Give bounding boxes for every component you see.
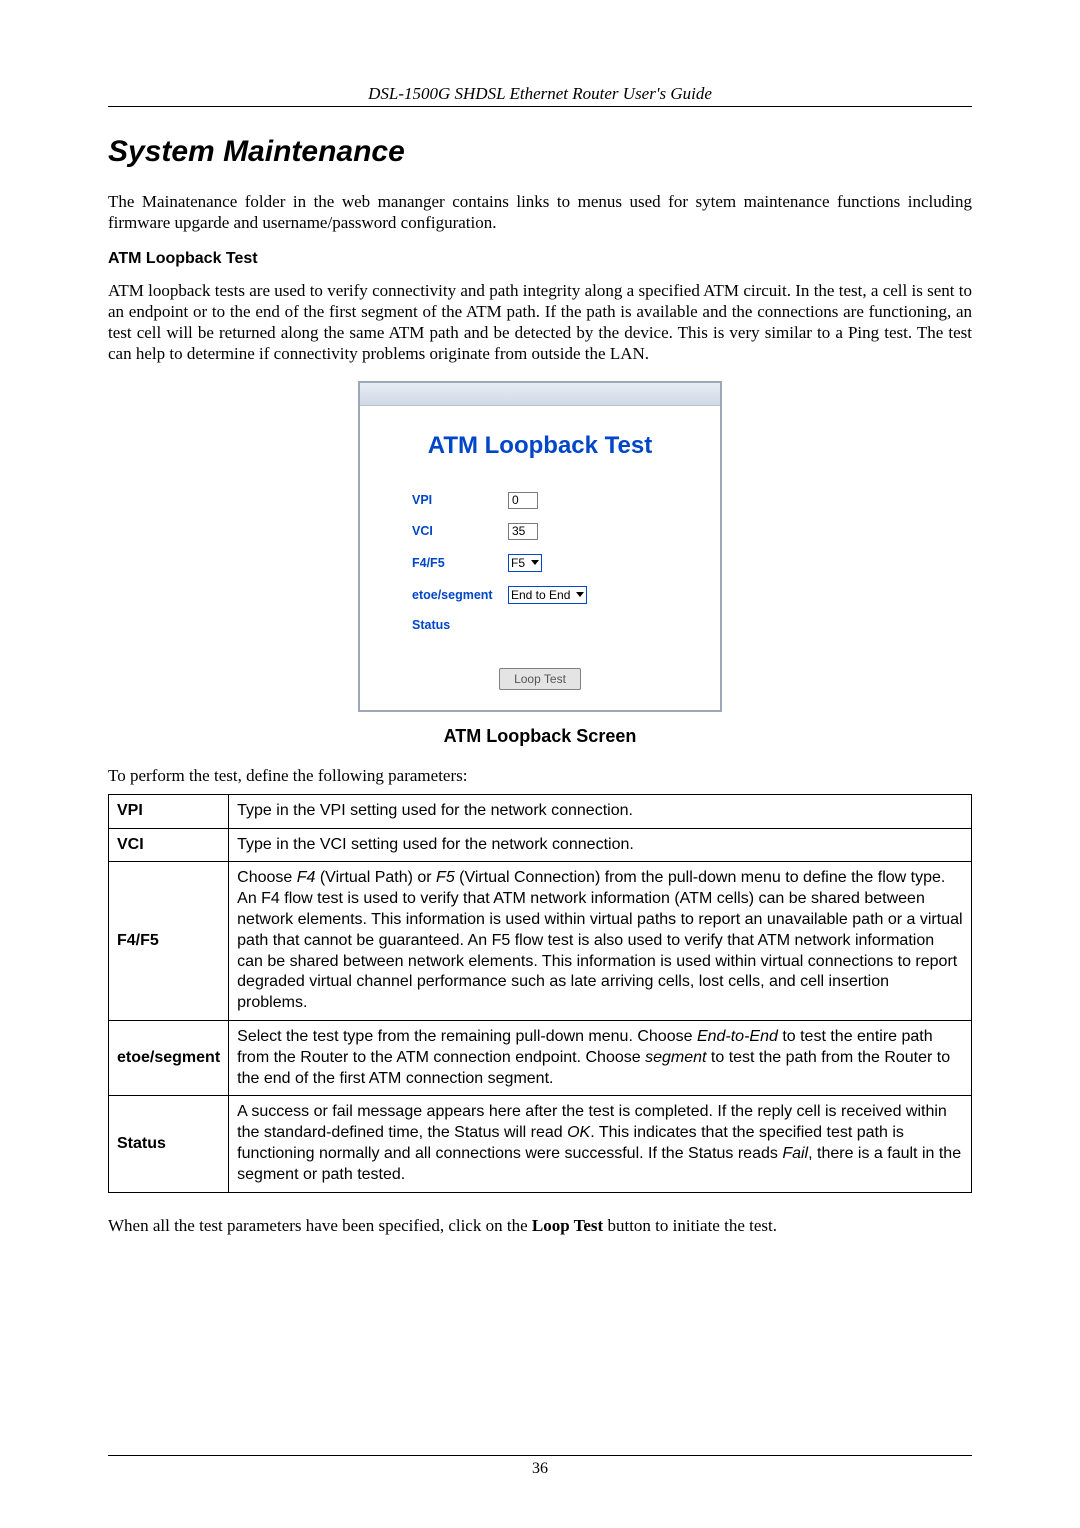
intro-paragraph: The Mainatenance folder in the web manan… <box>108 191 972 234</box>
table-row: F4/F5Choose F4 (Virtual Path) or F5 (Vir… <box>109 862 972 1021</box>
vpi-row: VPI <box>384 492 696 509</box>
vpi-input[interactable] <box>508 492 538 509</box>
after-bold: Loop Test <box>532 1216 603 1235</box>
vci-row: VCI <box>384 523 696 540</box>
table-row: StatusA success or fail message appears … <box>109 1096 972 1192</box>
chevron-down-icon <box>576 592 584 597</box>
button-row: Loop Test <box>384 668 696 690</box>
etoe-label: etoe/segment <box>412 588 508 602</box>
f4f5-select-value: F5 <box>511 556 525 570</box>
etoe-select-value: End to End <box>511 588 570 602</box>
atm-loopback-screenshot: ATM Loopback Test VPI VCI F4/F5 F5 <box>358 381 722 712</box>
status-row: Status <box>384 618 696 632</box>
atm-heading: ATM Loopback Test <box>108 250 972 268</box>
after-pre: When all the test parameters have been s… <box>108 1216 532 1235</box>
section-title: System Maintenance <box>108 135 972 169</box>
table-row: VCIType in the VCI setting used for the … <box>109 828 972 862</box>
parameter-table-body: VPIType in the VPI setting used for the … <box>109 794 972 1192</box>
table-value: Choose F4 (Virtual Path) or F5 (Virtual … <box>229 862 972 1021</box>
screenshot-body: ATM Loopback Test VPI VCI F4/F5 F5 <box>360 406 720 710</box>
etoe-select[interactable]: End to End <box>508 586 587 604</box>
table-key: Status <box>109 1096 229 1192</box>
vci-input[interactable] <box>508 523 538 540</box>
screenshot-topbar <box>360 383 720 406</box>
f4f5-label: F4/F5 <box>412 556 508 570</box>
table-value: Type in the VPI setting used for the net… <box>229 794 972 828</box>
page-footer: 36 <box>108 1455 972 1478</box>
table-row: VPIType in the VPI setting used for the … <box>109 794 972 828</box>
table-key: VPI <box>109 794 229 828</box>
page-header: DSL-1500G SHDSL Ethernet Router User's G… <box>108 84 972 107</box>
table-key: F4/F5 <box>109 862 229 1021</box>
after-post: button to initiate the test. <box>603 1216 777 1235</box>
table-value: Type in the VCI setting used for the net… <box>229 828 972 862</box>
atm-paragraph: ATM loopback tests are used to verify co… <box>108 280 972 365</box>
f4f5-select[interactable]: F5 <box>508 554 542 572</box>
status-label: Status <box>412 618 508 632</box>
vpi-label: VPI <box>412 493 508 507</box>
screenshot-caption: ATM Loopback Screen <box>108 726 972 747</box>
f4f5-row: F4/F5 F5 <box>384 554 696 572</box>
table-key: VCI <box>109 828 229 862</box>
after-table-text: When all the test parameters have been s… <box>108 1215 972 1236</box>
screenshot-title: ATM Loopback Test <box>384 432 696 460</box>
table-key: etoe/segment <box>109 1020 229 1095</box>
parameter-table: VPIType in the VPI setting used for the … <box>108 794 972 1193</box>
vci-label: VCI <box>412 524 508 538</box>
chevron-down-icon <box>531 560 539 565</box>
table-row: etoe/segmentSelect the test type from th… <box>109 1020 972 1095</box>
screenshot-container: ATM Loopback Test VPI VCI F4/F5 F5 <box>108 381 972 712</box>
table-value: Select the test type from the remaining … <box>229 1020 972 1095</box>
before-table-text: To perform the test, define the followin… <box>108 765 972 786</box>
etoe-row: etoe/segment End to End <box>384 586 696 604</box>
loop-test-button[interactable]: Loop Test <box>499 668 581 690</box>
page-number: 36 <box>532 1460 548 1477</box>
table-value: A success or fail message appears here a… <box>229 1096 972 1192</box>
